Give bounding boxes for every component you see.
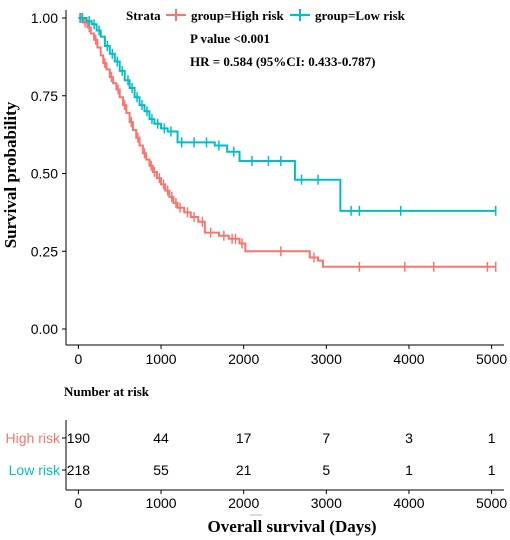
- y-axis-label: Survival probability: [1, 101, 20, 248]
- risk-x-tick-label: 3000: [311, 495, 342, 511]
- risk-x-tick-label: 1000: [145, 495, 176, 511]
- legend-label-high-risk: group=High risk: [191, 8, 285, 23]
- risk-x-tick-label: 2000: [228, 495, 259, 511]
- risk-x-tick-label: 4000: [393, 495, 424, 511]
- risk-table-rows: High risk 190 44 17 7 3 1 Low risk 218 55 21 5 1 1: [6, 430, 496, 478]
- legend-title: Strata: [126, 8, 161, 23]
- risk-row-label: Low risk: [9, 462, 61, 478]
- x-tick-label: 2000: [228, 351, 259, 367]
- legend: Strata group=High risk group=Low risk: [126, 8, 406, 23]
- risk-count: 21: [236, 462, 252, 478]
- risk-row-label: High risk: [6, 430, 61, 446]
- y-tick-label: 0.50: [31, 166, 58, 182]
- y-ticks: 0.00 0.25 0.50 0.75 1.00: [31, 10, 66, 337]
- y-tick-label: 0.00: [31, 321, 58, 337]
- risk-table-x-ticks: 0 1000 2000 3000 4000 5000: [74, 490, 507, 511]
- risk-count: 1: [488, 430, 496, 446]
- x-ticks: 0 1000 2000 3000 4000 5000: [74, 345, 507, 367]
- risk-table-title: Number at risk: [64, 384, 150, 399]
- risk-count: 1: [405, 462, 413, 478]
- risk-x-tick-label: 0: [74, 495, 82, 511]
- hr-annotation: HR = 0.584 (95%CI: 0.433-0.787): [190, 54, 375, 69]
- risk-count: 7: [322, 430, 330, 446]
- risk-count: 218: [67, 462, 91, 478]
- x-tick-label: 0: [74, 351, 82, 367]
- x-tick-label: 1000: [145, 351, 176, 367]
- legend-label-low-risk: group=Low risk: [315, 8, 406, 23]
- y-tick-label: 0.75: [31, 88, 58, 104]
- x-axis-label: Overall survival (Days): [207, 517, 376, 536]
- risk-count: 44: [153, 430, 169, 446]
- risk-count: 55: [153, 462, 169, 478]
- y-tick-label: 0.25: [31, 243, 58, 259]
- x-tick-label: 5000: [476, 351, 507, 367]
- y-tick-label: 1.00: [31, 10, 58, 26]
- x-tick-label: 4000: [393, 351, 424, 367]
- pvalue-annotation: P value <0.001: [190, 31, 270, 46]
- risk-table: High risk 190 44 17 7 3 1 Low risk 218 55 21 5 1 1 0 1…: [6, 420, 507, 511]
- survival-curves: [78, 13, 497, 272]
- x-tick-label: 3000: [311, 351, 342, 367]
- risk-count: 17: [236, 430, 252, 446]
- risk-count: 190: [67, 430, 91, 446]
- survival-plot: 0.00 0.25 0.50 0.75 1.00 0 1000 2000 3000 4000 50…: [1, 10, 507, 367]
- risk-count: 3: [405, 430, 413, 446]
- risk-x-tick-label: 5000: [476, 495, 507, 511]
- survival-curve-high-risk: [78, 17, 496, 268]
- survival-curve-low-risk: [78, 17, 496, 212]
- risk-count: 5: [322, 462, 330, 478]
- risk-count: 1: [488, 462, 496, 478]
